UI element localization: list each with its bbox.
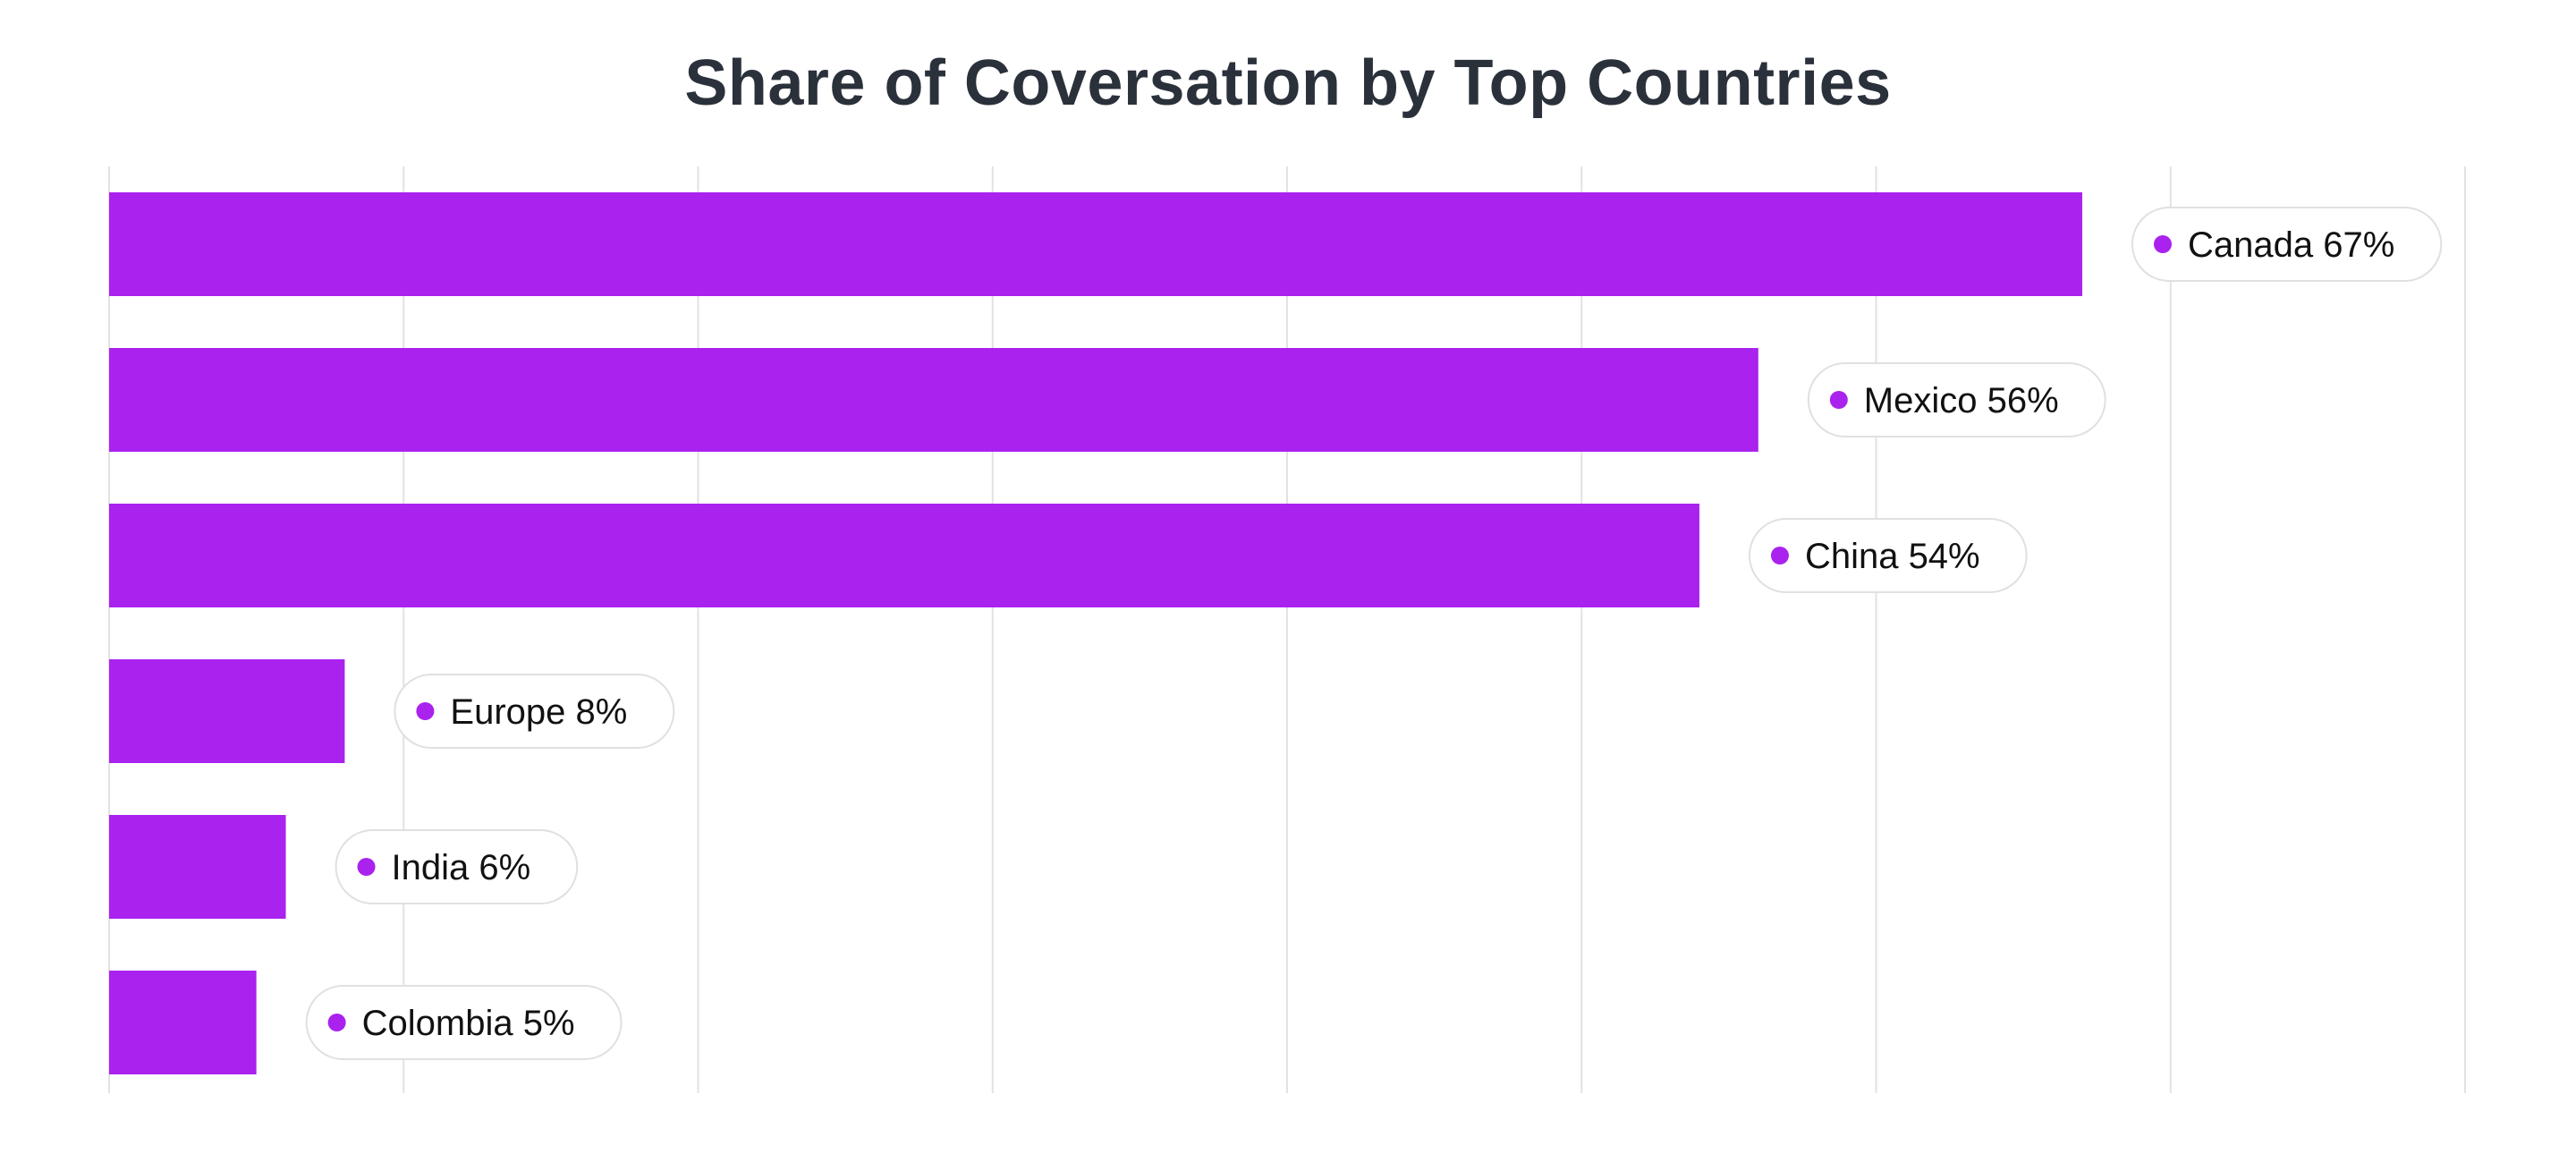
bar-canada xyxy=(109,192,2082,296)
series-marker-dot xyxy=(327,1014,346,1031)
data-label-mexico: Mexico 56% xyxy=(1807,362,2106,437)
data-label-text: India 6% xyxy=(392,848,531,887)
chart-title: Share of Coversation by Top Countries xyxy=(684,47,1892,119)
data-label-pill xyxy=(394,674,675,749)
data-label-text: Canada 67% xyxy=(2188,225,2394,265)
bar-mexico xyxy=(109,348,1758,452)
data-label-pill xyxy=(2131,207,2443,282)
series-marker-dot xyxy=(1829,391,1848,409)
data-label-text: Europe 8% xyxy=(450,692,627,732)
series-marker-dot xyxy=(1770,547,1789,564)
series-marker-dot xyxy=(416,702,435,720)
data-label-text: Mexico 56% xyxy=(1864,381,2059,420)
data-label-pill xyxy=(305,985,623,1060)
data-label-text: China 54% xyxy=(1805,537,1980,576)
bar-colombia xyxy=(109,971,257,1074)
bar-india xyxy=(109,815,286,919)
data-label-pill xyxy=(335,829,579,904)
data-label-canada: Canada 67% xyxy=(2131,207,2443,282)
series-marker-dot xyxy=(357,858,376,876)
data-label-india: India 6% xyxy=(335,829,579,904)
gridlines xyxy=(108,166,2466,1093)
series-marker-dot xyxy=(2153,235,2172,253)
data-label-europe: Europe 8% xyxy=(394,674,675,749)
bar-china xyxy=(109,504,1699,607)
data-label-colombia: Colombia 5% xyxy=(305,985,623,1060)
data-label-pill xyxy=(1748,518,2028,593)
bar-europe xyxy=(109,659,345,763)
data-label-pill xyxy=(1807,362,2106,437)
data-label-china: China 54% xyxy=(1748,518,2028,593)
data-label-text: Colombia 5% xyxy=(362,1004,575,1043)
